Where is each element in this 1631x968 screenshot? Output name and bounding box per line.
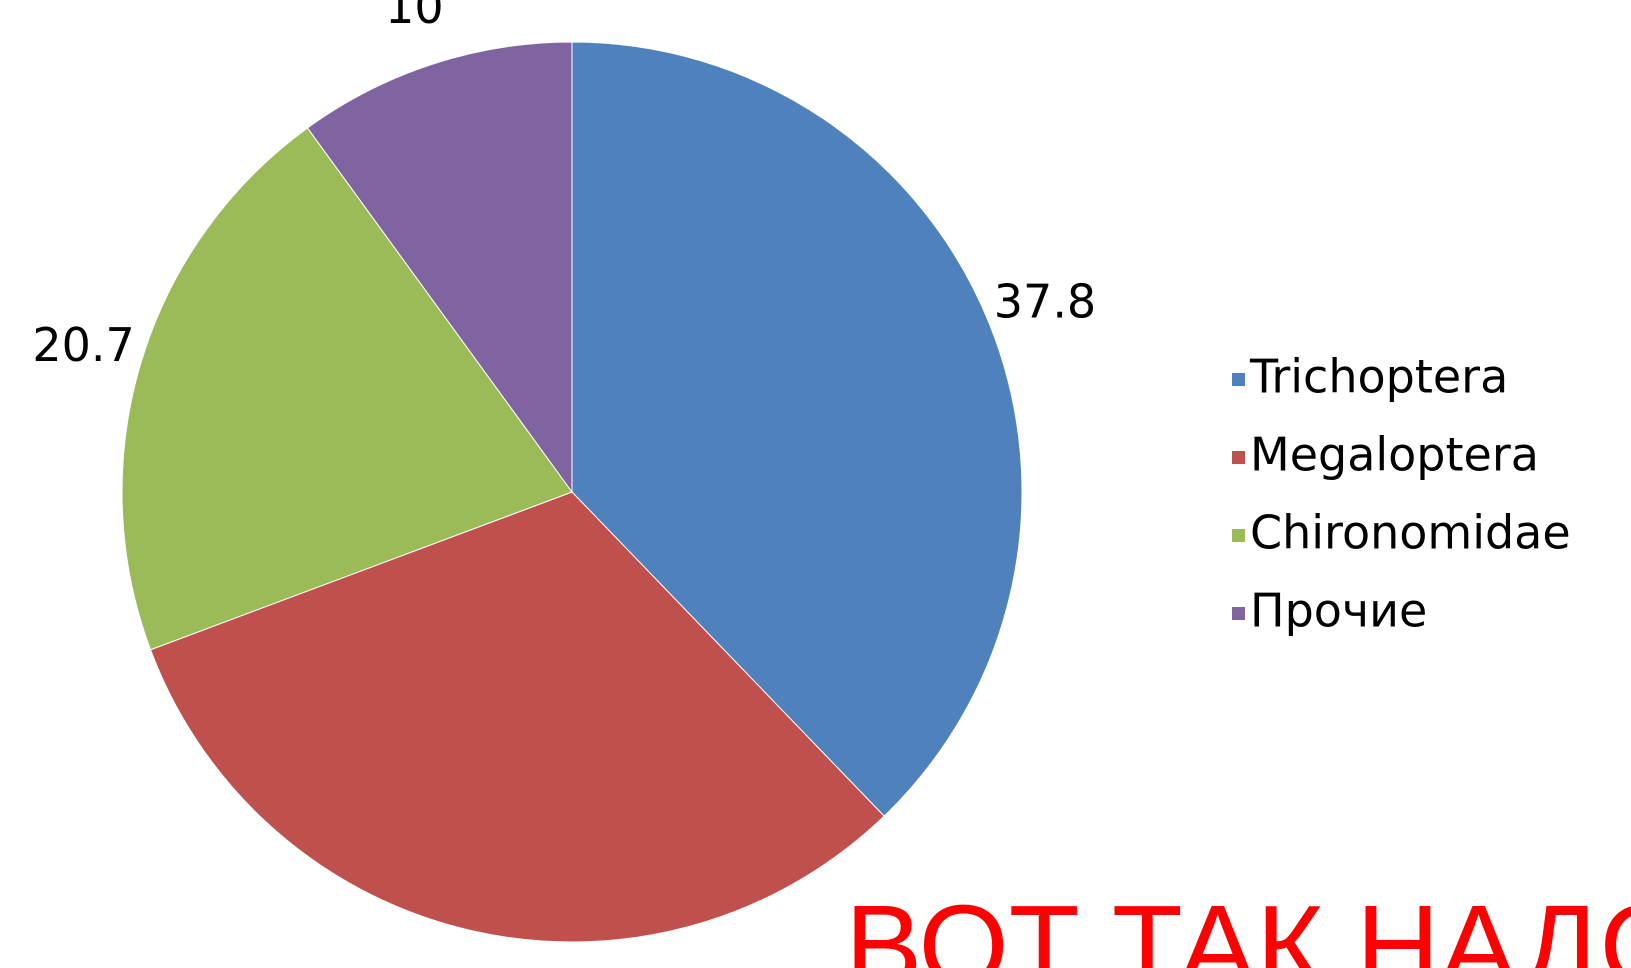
data-label: 20.7 <box>32 318 134 372</box>
annotation: ВОТ ТАК НАДО <box>845 881 1631 968</box>
pie-slice <box>149 491 885 943</box>
legend-swatch <box>1232 451 1245 464</box>
legend-swatch <box>1232 373 1245 386</box>
legend-swatch <box>1232 529 1245 542</box>
legend-label: Chironomidae <box>1250 506 1571 560</box>
data-label: 10 <box>385 0 444 34</box>
pie-slice <box>121 127 573 651</box>
pie-slice <box>571 41 1023 817</box>
legend-label: Прочие <box>1250 584 1427 638</box>
legend-swatch <box>1232 607 1245 620</box>
data-label: 37.8 <box>994 274 1096 328</box>
data-label: 31.5 <box>408 962 510 968</box>
legend-label: Megaloptera <box>1250 428 1539 482</box>
pie-slice <box>306 41 573 494</box>
legend-label: Trichoptera <box>1249 350 1508 404</box>
